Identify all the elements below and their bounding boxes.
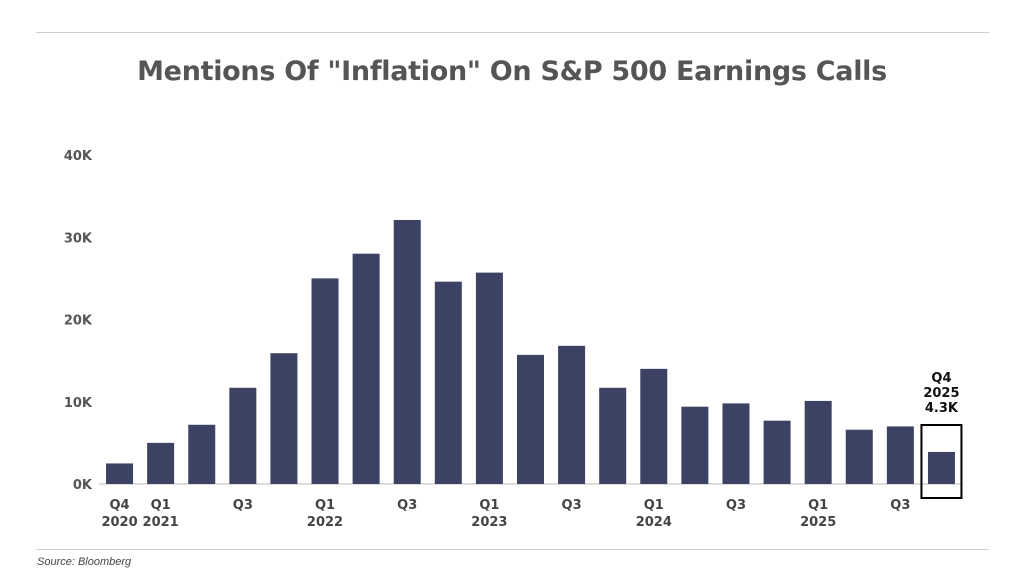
x-tick-label: Q3 [233, 498, 253, 513]
bar [475, 272, 503, 484]
bar [270, 353, 298, 484]
bar [804, 400, 832, 484]
bar [927, 451, 955, 484]
x-tick-label: Q3 [726, 498, 746, 513]
bar [722, 403, 750, 484]
y-tick-label: 20K [64, 314, 93, 329]
bottom-divider [36, 549, 989, 550]
x-tick-label: Q1 [644, 498, 664, 513]
x-tick-label: 2020 [101, 515, 137, 530]
bar [352, 253, 380, 484]
y-tick-label: 40K [64, 149, 93, 164]
bar [229, 387, 257, 484]
bar [188, 424, 216, 484]
y-tick-label: 30K [64, 231, 93, 246]
bar [640, 368, 668, 484]
highlight-box [920, 424, 963, 499]
x-tick-label: Q1 [479, 498, 499, 513]
chart-title: Mentions Of "Inflation" On S&P 500 Earni… [137, 56, 887, 87]
bar [106, 463, 134, 484]
x-tick-label: Q3 [562, 498, 582, 513]
bar [393, 219, 421, 485]
bar [599, 387, 627, 484]
bar [886, 426, 914, 484]
bar [517, 354, 544, 484]
source-note: Source: Bloomberg [37, 556, 132, 568]
highlight-label: Q4 [931, 371, 951, 386]
x-tick-label: 2025 [800, 515, 836, 530]
x-tick-label: Q3 [397, 498, 417, 513]
highlight-label: 4.3K [925, 401, 959, 416]
bar [147, 442, 175, 484]
bar [434, 281, 462, 484]
y-tick-label: 10K [64, 396, 93, 411]
bar [558, 345, 586, 484]
x-tick-label: 2024 [636, 515, 672, 530]
x-tick-label: Q3 [890, 498, 910, 513]
x-tick-label: Q4 [109, 498, 129, 513]
x-tick-label: 2021 [143, 515, 179, 530]
x-tick-label: Q1 [808, 498, 828, 513]
bar [681, 406, 709, 484]
top-divider [36, 32, 989, 33]
highlight-label: 2025 [923, 386, 959, 401]
bar [763, 420, 791, 484]
x-tick-label: Q1 [315, 498, 335, 513]
x-tick-label: 2022 [307, 515, 343, 530]
bar [311, 278, 339, 484]
bar [845, 429, 873, 484]
y-tick-label: 0K [73, 478, 93, 493]
x-tick-label: Q1 [151, 498, 171, 513]
x-tick-label: 2023 [471, 515, 507, 530]
